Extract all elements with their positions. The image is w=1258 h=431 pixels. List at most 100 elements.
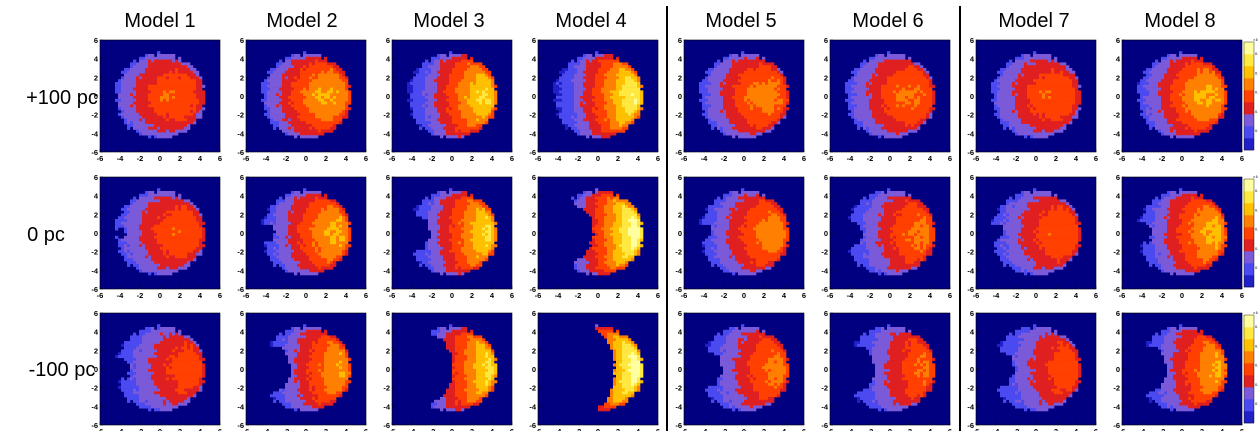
heatmap-cell	[583, 104, 587, 108]
heatmap-cell	[282, 76, 286, 80]
heatmap-cell	[702, 98, 706, 102]
heatmap-cell	[267, 93, 271, 97]
heatmap-cell	[753, 96, 757, 100]
heatmap-cell	[273, 93, 277, 97]
heatmap-cell	[1072, 104, 1076, 108]
heatmap-cell	[312, 70, 316, 74]
x-tick-label: -2	[721, 154, 728, 163]
heatmap-cell	[565, 79, 569, 83]
heatmap-cell	[187, 118, 191, 122]
heatmap-cell	[139, 82, 143, 86]
heatmap-cell	[753, 112, 757, 116]
heatmap-cell	[926, 115, 930, 119]
heatmap-cell	[279, 59, 283, 63]
heatmap-cell	[431, 112, 435, 116]
heatmap-cell	[750, 107, 754, 111]
heatmap-cell	[312, 76, 316, 80]
y-tick-label: 0	[386, 92, 390, 101]
heatmap-cell	[160, 112, 164, 116]
heatmap-cell	[199, 90, 203, 94]
heatmap-cell	[449, 101, 453, 105]
heatmap-cell	[911, 68, 915, 72]
heatmap-cell	[711, 70, 715, 74]
heatmap-cell	[172, 96, 176, 100]
heatmap-cell	[744, 104, 748, 108]
heatmap-cell	[494, 101, 498, 105]
heatmap-cell	[917, 87, 921, 91]
heatmap-cell	[267, 82, 271, 86]
heatmap-cell	[908, 104, 912, 108]
heatmap-cell	[854, 79, 858, 83]
heatmap-cell	[267, 101, 271, 105]
heatmap-cell	[440, 70, 444, 74]
heatmap-cell	[154, 87, 158, 91]
heatmap-cell	[309, 110, 313, 114]
heatmap-cell	[705, 82, 709, 86]
heatmap-cell	[160, 135, 164, 139]
heatmap-cell	[303, 68, 307, 72]
heatmap-cell	[464, 115, 468, 119]
heatmap-cell	[455, 115, 459, 119]
heatmap-cell	[577, 84, 581, 88]
heatmap-cell	[780, 107, 784, 111]
heatmap-cell	[562, 87, 566, 91]
heatmap-cell	[774, 121, 778, 125]
heatmap-cell	[154, 118, 158, 122]
heatmap-cell	[1042, 62, 1046, 66]
heatmap-cell	[771, 112, 775, 116]
heatmap-cell	[184, 79, 188, 83]
heatmap-cell	[571, 124, 575, 128]
heatmap-cell	[434, 129, 438, 133]
heatmap-cell	[121, 98, 125, 102]
heatmap-cell	[753, 110, 757, 114]
heatmap-cell	[902, 101, 906, 105]
heatmap-cell	[1039, 101, 1043, 105]
heatmap-cell	[613, 104, 617, 108]
heatmap-cell	[756, 124, 760, 128]
heatmap-cell	[1057, 84, 1061, 88]
heatmap-cell	[878, 124, 882, 128]
heatmap-cell	[1003, 73, 1007, 77]
heatmap-cell	[452, 93, 456, 97]
heatmap-cell	[708, 115, 712, 119]
heatmap-cell	[905, 90, 909, 94]
heatmap-cell	[461, 65, 465, 69]
heatmap-cell	[473, 124, 477, 128]
heatmap-cell	[303, 87, 307, 91]
heatmap-cell	[160, 90, 164, 94]
heatmap-cell	[324, 79, 328, 83]
heatmap-cell	[917, 68, 921, 72]
heatmap-cell	[744, 126, 748, 130]
heatmap-cell	[1027, 73, 1031, 77]
heatmap-cell	[580, 115, 584, 119]
heatmap-cell	[166, 135, 170, 139]
heatmap-cell	[583, 118, 587, 122]
heatmap-cell	[455, 54, 459, 58]
heatmap-cell	[717, 98, 721, 102]
heatmap-cell	[714, 90, 718, 94]
heatmap-cell	[729, 65, 733, 69]
heatmap-cell	[273, 70, 277, 74]
heatmap-cell	[637, 84, 641, 88]
heatmap-cell	[905, 98, 909, 102]
heatmap-cell	[181, 76, 185, 80]
heatmap-cell	[154, 126, 158, 130]
heatmap-cell	[625, 96, 629, 100]
heatmap-cell	[172, 82, 176, 86]
heatmap-cell	[455, 96, 459, 100]
heatmap-cell	[595, 73, 599, 77]
heatmap-cell	[485, 84, 489, 88]
heatmap-cell	[860, 62, 864, 66]
heatmap-cell	[771, 118, 775, 122]
heatmap-cell	[580, 79, 584, 83]
heatmap-cell	[485, 96, 489, 100]
heatmap-cell	[196, 79, 200, 83]
heatmap-cell	[452, 82, 456, 86]
heatmap-cell	[479, 73, 483, 77]
heatmap-cell	[914, 121, 918, 125]
heatmap-cell	[601, 76, 605, 80]
heatmap-cell	[893, 121, 897, 125]
heatmap-cell	[604, 107, 608, 111]
heatmap-cell	[443, 70, 447, 74]
heatmap-cell	[1012, 96, 1016, 100]
